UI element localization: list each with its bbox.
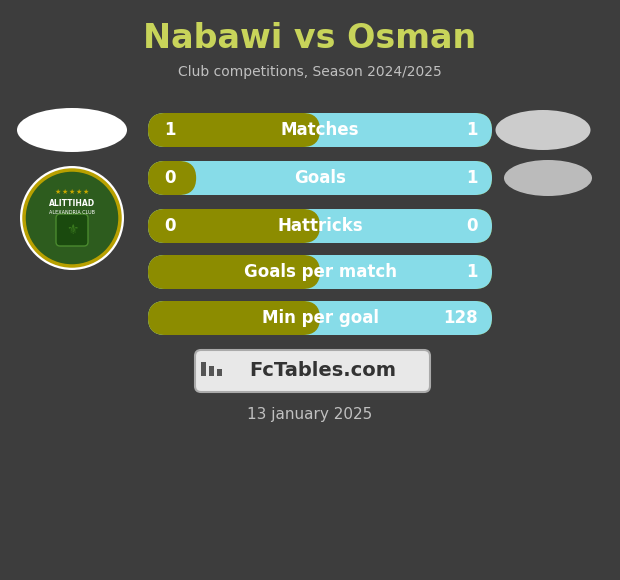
Text: ALEXANDRIA CLUB: ALEXANDRIA CLUB xyxy=(49,209,95,215)
Text: Min per goal: Min per goal xyxy=(262,309,378,327)
Text: 1: 1 xyxy=(466,263,478,281)
Bar xyxy=(217,369,222,376)
FancyBboxPatch shape xyxy=(148,209,492,243)
Text: Hattricks: Hattricks xyxy=(277,217,363,235)
FancyBboxPatch shape xyxy=(148,255,492,289)
Ellipse shape xyxy=(17,108,127,152)
FancyBboxPatch shape xyxy=(148,113,492,147)
Circle shape xyxy=(24,170,120,266)
FancyBboxPatch shape xyxy=(148,113,320,147)
FancyBboxPatch shape xyxy=(148,161,492,195)
Text: ★: ★ xyxy=(55,189,61,195)
Text: Goals: Goals xyxy=(294,169,346,187)
Text: 0: 0 xyxy=(164,217,175,235)
Text: 13 january 2025: 13 january 2025 xyxy=(247,408,373,422)
Text: ★: ★ xyxy=(83,189,89,195)
Ellipse shape xyxy=(495,110,590,150)
Text: ALITTIHAD: ALITTIHAD xyxy=(49,200,95,208)
Text: 1: 1 xyxy=(164,121,175,139)
Text: FcTables.com: FcTables.com xyxy=(249,361,396,380)
FancyBboxPatch shape xyxy=(148,255,320,289)
FancyBboxPatch shape xyxy=(195,350,430,392)
Text: ★: ★ xyxy=(76,189,82,195)
FancyBboxPatch shape xyxy=(148,301,320,335)
FancyBboxPatch shape xyxy=(148,209,492,243)
FancyBboxPatch shape xyxy=(148,209,320,243)
Bar xyxy=(209,366,214,376)
Text: Nabawi vs Osman: Nabawi vs Osman xyxy=(143,21,477,55)
FancyBboxPatch shape xyxy=(148,255,492,289)
FancyBboxPatch shape xyxy=(148,113,492,147)
Text: 1: 1 xyxy=(466,169,478,187)
Text: 1: 1 xyxy=(466,121,478,139)
Bar xyxy=(201,362,206,376)
Text: 0: 0 xyxy=(466,217,478,235)
Text: 128: 128 xyxy=(443,309,478,327)
Text: Goals per match: Goals per match xyxy=(244,263,397,281)
Text: 0: 0 xyxy=(164,169,175,187)
FancyBboxPatch shape xyxy=(148,301,492,335)
Text: Matches: Matches xyxy=(281,121,359,139)
Text: ★: ★ xyxy=(69,189,75,195)
FancyBboxPatch shape xyxy=(148,161,196,195)
Ellipse shape xyxy=(504,160,592,196)
Text: ★: ★ xyxy=(62,189,68,195)
FancyBboxPatch shape xyxy=(56,214,88,246)
Text: ⚜: ⚜ xyxy=(66,223,78,237)
Text: Club competitions, Season 2024/2025: Club competitions, Season 2024/2025 xyxy=(178,65,442,79)
FancyBboxPatch shape xyxy=(148,161,492,195)
FancyBboxPatch shape xyxy=(148,301,492,335)
Circle shape xyxy=(20,166,124,270)
